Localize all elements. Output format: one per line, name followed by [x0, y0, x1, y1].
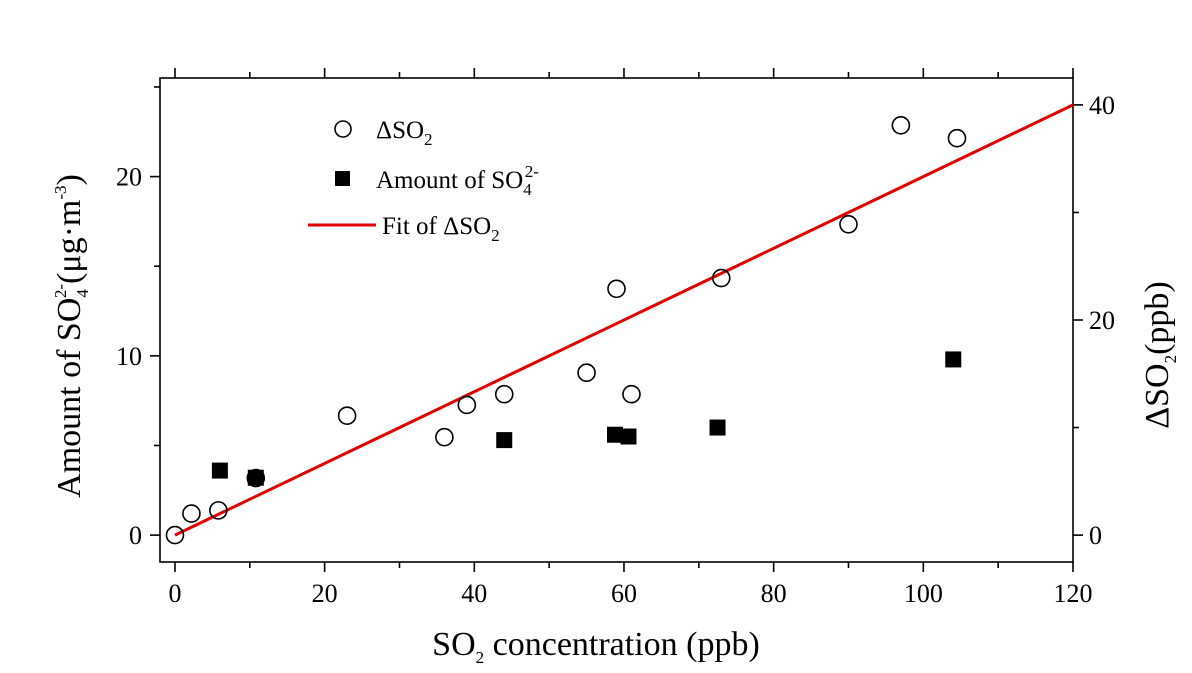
- legend-marker-open-circle: [334, 120, 352, 138]
- so4-point: [247, 469, 264, 486]
- x-tick-label: 100: [904, 579, 943, 608]
- legend-label-amount-so4: Amount of SO42-: [376, 162, 539, 199]
- so4-point: [620, 428, 637, 445]
- delta-so2-point: [494, 384, 514, 404]
- x-tick-label: 120: [1054, 579, 1093, 608]
- x-tick-label: 60: [611, 579, 637, 608]
- y-axis-left-title: Amount of SO42-(μg·m-3): [51, 174, 92, 498]
- legend-label-delta-so2: ΔSO2: [376, 117, 433, 149]
- legend-item-fit: Fit of ΔSO2: [308, 213, 500, 245]
- delta-so2-point: [891, 116, 911, 135]
- legend-item-delta-so2: ΔSO2: [334, 117, 433, 149]
- delta-so2-point: [209, 501, 228, 520]
- so4-point: [945, 351, 962, 368]
- x-tick-label: 20: [312, 579, 338, 608]
- delta-so2-point: [839, 214, 858, 234]
- plot-frame: [159, 77, 1074, 563]
- axis-ticks: [150, 68, 1083, 572]
- legend-label-fit: Fit of ΔSO2: [382, 213, 500, 245]
- legend-marker-filled-square: [335, 171, 350, 186]
- delta-so2-point: [607, 279, 626, 299]
- legend-item-amount-so4: Amount of SO42-: [335, 162, 539, 199]
- y-left-tick-label: 20: [116, 163, 142, 192]
- fit-line: [174, 103, 1074, 537]
- delta-so2-point: [182, 504, 201, 523]
- plot-marks: [165, 103, 1074, 545]
- delta-so2-point: [435, 427, 454, 447]
- y-axis-right-title: ΔSO2(ppb): [1139, 281, 1180, 428]
- so4-point: [211, 462, 228, 479]
- so4-point: [607, 426, 624, 443]
- tick-labels: 0 20 40 60 80 100 120 0 10 20 0 20 40: [116, 91, 1115, 608]
- y-right-tick-label: 40: [1089, 91, 1115, 120]
- y-right-tick-label: 20: [1089, 306, 1115, 335]
- y-left-tick-label: 0: [129, 521, 142, 550]
- delta-so2-point: [577, 363, 596, 383]
- x-tick-label: 80: [761, 579, 787, 608]
- so4-point: [496, 432, 513, 449]
- delta-so2-point: [622, 384, 641, 404]
- x-tick-label: 40: [461, 579, 487, 608]
- delta-so2-point: [711, 268, 731, 288]
- legend: ΔSO2 Amount of SO42- Fit of ΔSO2: [308, 117, 539, 245]
- x-tick-label: 0: [168, 579, 181, 608]
- delta-so2-point: [246, 468, 266, 488]
- delta-so2-point: [165, 525, 185, 545]
- x-axis-title: SO2 concentration (ppb): [432, 626, 760, 667]
- y-left-tick-label: 10: [116, 342, 142, 371]
- delta-so2-point: [947, 128, 967, 148]
- so4-point: [709, 419, 726, 436]
- delta-so2-point: [337, 406, 357, 426]
- y-right-tick-label: 0: [1089, 521, 1102, 550]
- delta-so2-point: [457, 395, 477, 415]
